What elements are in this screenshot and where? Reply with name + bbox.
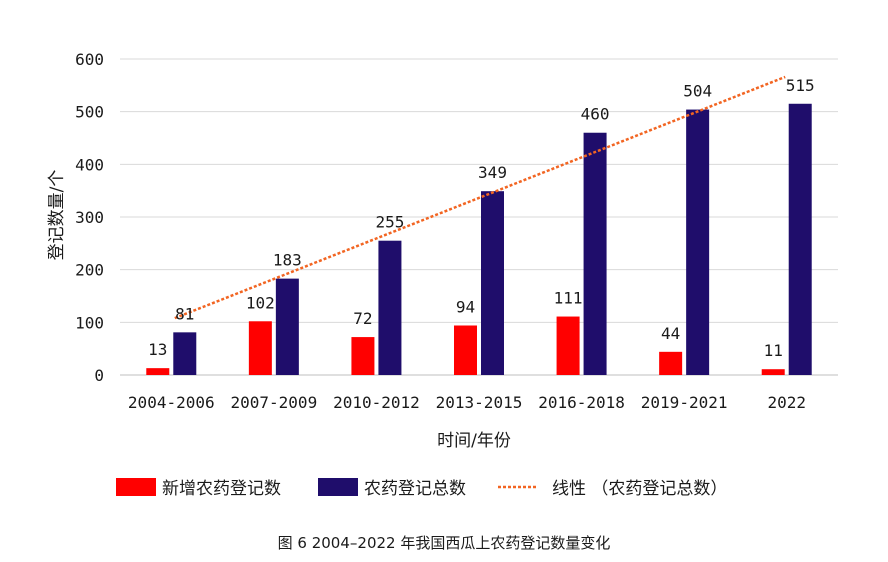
y-axis-ticks: 0 100 200 300 400 500 600 — [75, 50, 104, 385]
y-tick-label: 200 — [75, 261, 104, 280]
bar-total — [378, 240, 402, 375]
data-labels: 13 81 102 183 72 255 94 349 111 460 44 504 11 515 — [148, 76, 815, 360]
data-label: 11 — [764, 341, 783, 360]
x-tick-label: 2019-2021 — [641, 393, 728, 412]
bar-total — [686, 109, 710, 375]
y-tick-label: 0 — [94, 366, 104, 385]
y-axis-label: 登记数量/个 — [47, 170, 67, 261]
x-axis-label: 时间/年份 — [437, 431, 511, 451]
bar-new — [761, 369, 785, 375]
data-label: 81 — [175, 304, 194, 323]
bar-new — [556, 316, 580, 375]
trendline-group — [174, 75, 786, 320]
data-label: 255 — [375, 213, 404, 232]
bar-new — [351, 337, 375, 375]
legend-swatch-new — [116, 478, 156, 496]
bar-new — [659, 351, 683, 375]
figure-caption: 图 6 2004–2022 年我国西瓜上农药登记数量变化 — [278, 534, 611, 552]
data-label: 349 — [478, 163, 507, 182]
data-label: 13 — [148, 340, 167, 359]
x-tick-label: 2007-2009 — [231, 393, 318, 412]
y-tick-label: 500 — [75, 103, 104, 122]
data-label: 515 — [786, 76, 815, 95]
legend: 新增农药登记数 农药登记总数 线性 （农药登记总数） — [116, 478, 727, 499]
x-tick-label: 2016-2018 — [538, 393, 625, 412]
y-tick-label: 300 — [75, 208, 104, 227]
data-label: 183 — [273, 251, 302, 270]
data-label: 460 — [581, 105, 610, 124]
legend-label-total: 农药登记总数 — [364, 479, 466, 499]
bar-total — [481, 191, 504, 375]
x-tick-label: 2013-2015 — [436, 393, 523, 412]
bar-total — [275, 278, 299, 375]
data-label: 94 — [456, 297, 475, 316]
data-label: 72 — [353, 309, 372, 328]
data-label: 102 — [246, 293, 275, 312]
y-tick-label: 100 — [75, 313, 104, 332]
x-tick-label: 2022 — [767, 393, 806, 412]
x-axis-ticks: 2004-2006 2007-2009 2010-2012 2013-2015 2016… — [128, 393, 806, 412]
legend-label-trend: 线性 （农药登记总数） — [552, 479, 727, 499]
data-label: 44 — [661, 324, 680, 343]
data-label: 111 — [554, 289, 583, 308]
grid-lines — [120, 58, 838, 376]
bar-total — [788, 103, 812, 376]
bar-new — [454, 325, 477, 375]
trendline — [174, 75, 786, 320]
x-tick-label: 2010-2012 — [333, 393, 420, 412]
legend-label-new: 新增农药登记数 — [162, 479, 281, 499]
x-tick-label: 2004-2006 — [128, 393, 215, 412]
bar-total — [173, 332, 197, 375]
data-label: 504 — [683, 82, 712, 101]
y-tick-label: 600 — [75, 50, 104, 69]
bar-total — [583, 132, 607, 375]
legend-swatch-total — [318, 478, 358, 496]
y-tick-label: 400 — [75, 155, 104, 174]
bar-new — [248, 321, 272, 375]
bars — [146, 103, 812, 376]
bar-new — [146, 368, 170, 375]
